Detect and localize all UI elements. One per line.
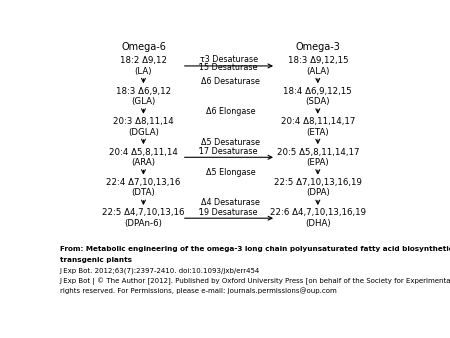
Text: ̕15 Desaturase: ̕15 Desaturase (200, 64, 258, 72)
Text: J Exp Bot. 2012;63(7):2397-2410. doi:10.1093/jxb/err454: J Exp Bot. 2012;63(7):2397-2410. doi:10.… (60, 267, 260, 273)
Text: 18:3 Δ9,12,15
(ALA): 18:3 Δ9,12,15 (ALA) (288, 56, 348, 76)
Text: 22:5 Δ7,10,13,16,19
(DPA): 22:5 Δ7,10,13,16,19 (DPA) (274, 178, 362, 197)
Text: ̕19 Desaturase: ̕19 Desaturase (200, 208, 258, 217)
Text: Δ6 Elongase: Δ6 Elongase (206, 107, 256, 116)
Text: τ3 Desaturase: τ3 Desaturase (200, 55, 258, 64)
Text: Δ6 Desaturase: Δ6 Desaturase (201, 77, 260, 86)
Text: 18:2 Δ9,12
(LA): 18:2 Δ9,12 (LA) (120, 56, 167, 76)
Text: Δ4 Desaturase: Δ4 Desaturase (201, 198, 260, 208)
Text: Omega-6: Omega-6 (121, 42, 166, 52)
Text: Δ5 Elongase: Δ5 Elongase (206, 168, 256, 177)
Text: Δ5 Desaturase: Δ5 Desaturase (201, 138, 260, 147)
Text: 20:5 Δ5,8,11,14,17
(EPA): 20:5 Δ5,8,11,14,17 (EPA) (277, 148, 359, 167)
Text: 22:4 Δ7,10,13,16
(DTA): 22:4 Δ7,10,13,16 (DTA) (106, 178, 180, 197)
Text: 20:4 Δ8,11,14,17
(ETA): 20:4 Δ8,11,14,17 (ETA) (281, 117, 355, 137)
Text: From: Metabolic engineering of the omega-3 long chain polyunsaturated fatty acid: From: Metabolic engineering of the omega… (60, 246, 450, 252)
Text: 22:5 Δ4,7,10,13,16
(DPAn-6): 22:5 Δ4,7,10,13,16 (DPAn-6) (102, 209, 184, 228)
Text: transgenic plants: transgenic plants (60, 257, 132, 263)
Text: ̕17 Desaturase: ̕17 Desaturase (200, 147, 258, 156)
Text: J Exp Bot | © The Author [2012]. Published by Oxford University Press [on behalf: J Exp Bot | © The Author [2012]. Publish… (60, 277, 450, 285)
Text: 18:4 Δ6,9,12,15
(SDA): 18:4 Δ6,9,12,15 (SDA) (284, 87, 352, 106)
Text: Omega-3: Omega-3 (295, 42, 340, 52)
Text: 18:3 Δ6,9,12
(GLA): 18:3 Δ6,9,12 (GLA) (116, 87, 171, 106)
Text: rights reserved. For Permissions, please e-mail: journals.permissions@oup.com: rights reserved. For Permissions, please… (60, 288, 337, 294)
Text: 20:3 Δ8,11,14
(DGLA): 20:3 Δ8,11,14 (DGLA) (113, 117, 174, 137)
Text: 22:6 Δ4,7,10,13,16,19
(DHA): 22:6 Δ4,7,10,13,16,19 (DHA) (270, 209, 366, 228)
Text: 20:4 Δ5,8,11,14
(ARA): 20:4 Δ5,8,11,14 (ARA) (109, 148, 178, 167)
